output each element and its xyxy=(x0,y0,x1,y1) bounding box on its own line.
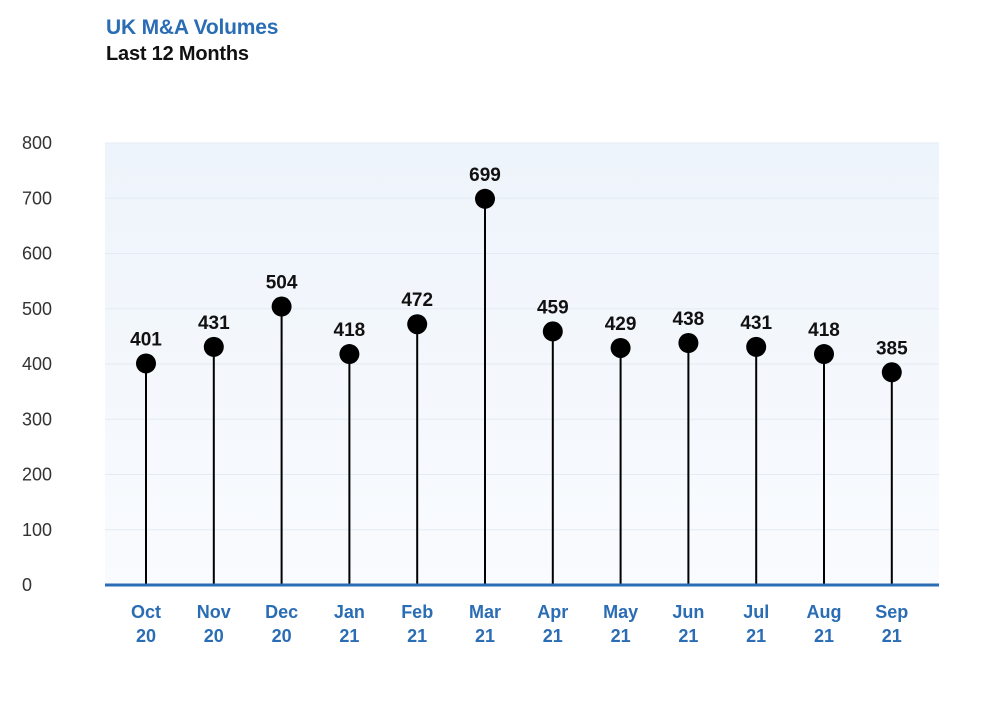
y-tick-label: 100 xyxy=(22,520,52,540)
x-tick-label-month: Jul xyxy=(743,602,769,622)
x-tick-label-year: 20 xyxy=(136,626,156,646)
x-tick-label-year: 21 xyxy=(543,626,563,646)
data-point-marker xyxy=(203,336,224,357)
data-point-marker xyxy=(746,336,767,357)
x-tick-label-year: 21 xyxy=(882,626,902,646)
data-point-marker xyxy=(407,314,428,335)
data-point-marker xyxy=(881,362,902,383)
data-label: 429 xyxy=(605,314,637,335)
y-tick-label: 700 xyxy=(22,188,52,208)
data-points xyxy=(136,188,902,383)
x-tick-label-year: 21 xyxy=(611,626,631,646)
gridlines xyxy=(105,142,939,531)
data-point-marker xyxy=(339,344,360,365)
data-point-marker xyxy=(475,188,495,209)
data-label: 459 xyxy=(537,297,569,318)
x-tick-label-month: Aug xyxy=(807,602,842,622)
data-point-marker xyxy=(610,337,631,358)
data-label: 472 xyxy=(401,290,433,311)
data-labels: 401 431 504 418 472 699 459 429 438 431 418 385 xyxy=(130,165,908,359)
data-label: 385 xyxy=(876,338,908,359)
data-label: 504 xyxy=(266,273,298,294)
chart-title: UK M&A Volumes xyxy=(106,16,279,39)
data-label: 418 xyxy=(334,320,366,341)
data-point-marker xyxy=(678,333,699,354)
x-axis-labels: Oct 20 Nov 20 Dec 20 Jan 21 Feb 21 Mar 21 Apr 21 May 21… xyxy=(131,602,908,646)
chart-subtitle: Last 12 Months xyxy=(106,43,249,65)
x-tick-label-month: Apr xyxy=(537,602,568,622)
data-point-marker xyxy=(814,344,834,365)
x-tick-label-month: Jun xyxy=(672,602,704,622)
y-axis-ticks: 0 100 200 300 400 500 600 700 800 xyxy=(22,133,52,595)
data-point-marker xyxy=(542,321,563,342)
y-tick-label: 600 xyxy=(22,244,52,264)
x-tick-label-year: 21 xyxy=(475,626,495,646)
y-tick-label: 300 xyxy=(22,409,52,429)
y-tick-label: 500 xyxy=(22,299,52,319)
data-label: 418 xyxy=(808,320,840,341)
x-tick-label-month: Dec xyxy=(265,602,298,622)
x-tick-label-month: Feb xyxy=(401,602,433,622)
data-label: 438 xyxy=(673,309,705,330)
x-tick-label-month: Sep xyxy=(875,602,908,622)
x-tick-label-year: 21 xyxy=(407,626,427,646)
x-tick-label-year: 21 xyxy=(678,626,698,646)
y-tick-label: 200 xyxy=(22,465,52,485)
data-label: 431 xyxy=(198,313,230,334)
x-tick-label-month: Jan xyxy=(334,602,365,622)
lollipop-stems xyxy=(145,198,893,585)
y-tick-label: 400 xyxy=(22,354,52,374)
data-point-marker xyxy=(136,353,156,374)
y-tick-label: 800 xyxy=(22,133,52,153)
x-tick-label-year: 20 xyxy=(204,626,224,646)
x-tick-label-month: Nov xyxy=(197,602,231,622)
x-tick-label-month: May xyxy=(603,602,638,622)
data-label: 431 xyxy=(740,313,772,334)
x-tick-label-year: 21 xyxy=(339,626,359,646)
x-tick-label-year: 21 xyxy=(746,626,766,646)
x-tick-label-year: 20 xyxy=(272,626,292,646)
x-tick-label-month: Mar xyxy=(469,602,501,622)
x-tick-label-month: Oct xyxy=(131,602,161,622)
data-point-marker xyxy=(271,296,292,317)
y-tick-label: 0 xyxy=(22,575,32,595)
data-label: 699 xyxy=(469,165,501,186)
x-tick-label-year: 21 xyxy=(814,626,834,646)
data-label: 401 xyxy=(130,329,162,350)
